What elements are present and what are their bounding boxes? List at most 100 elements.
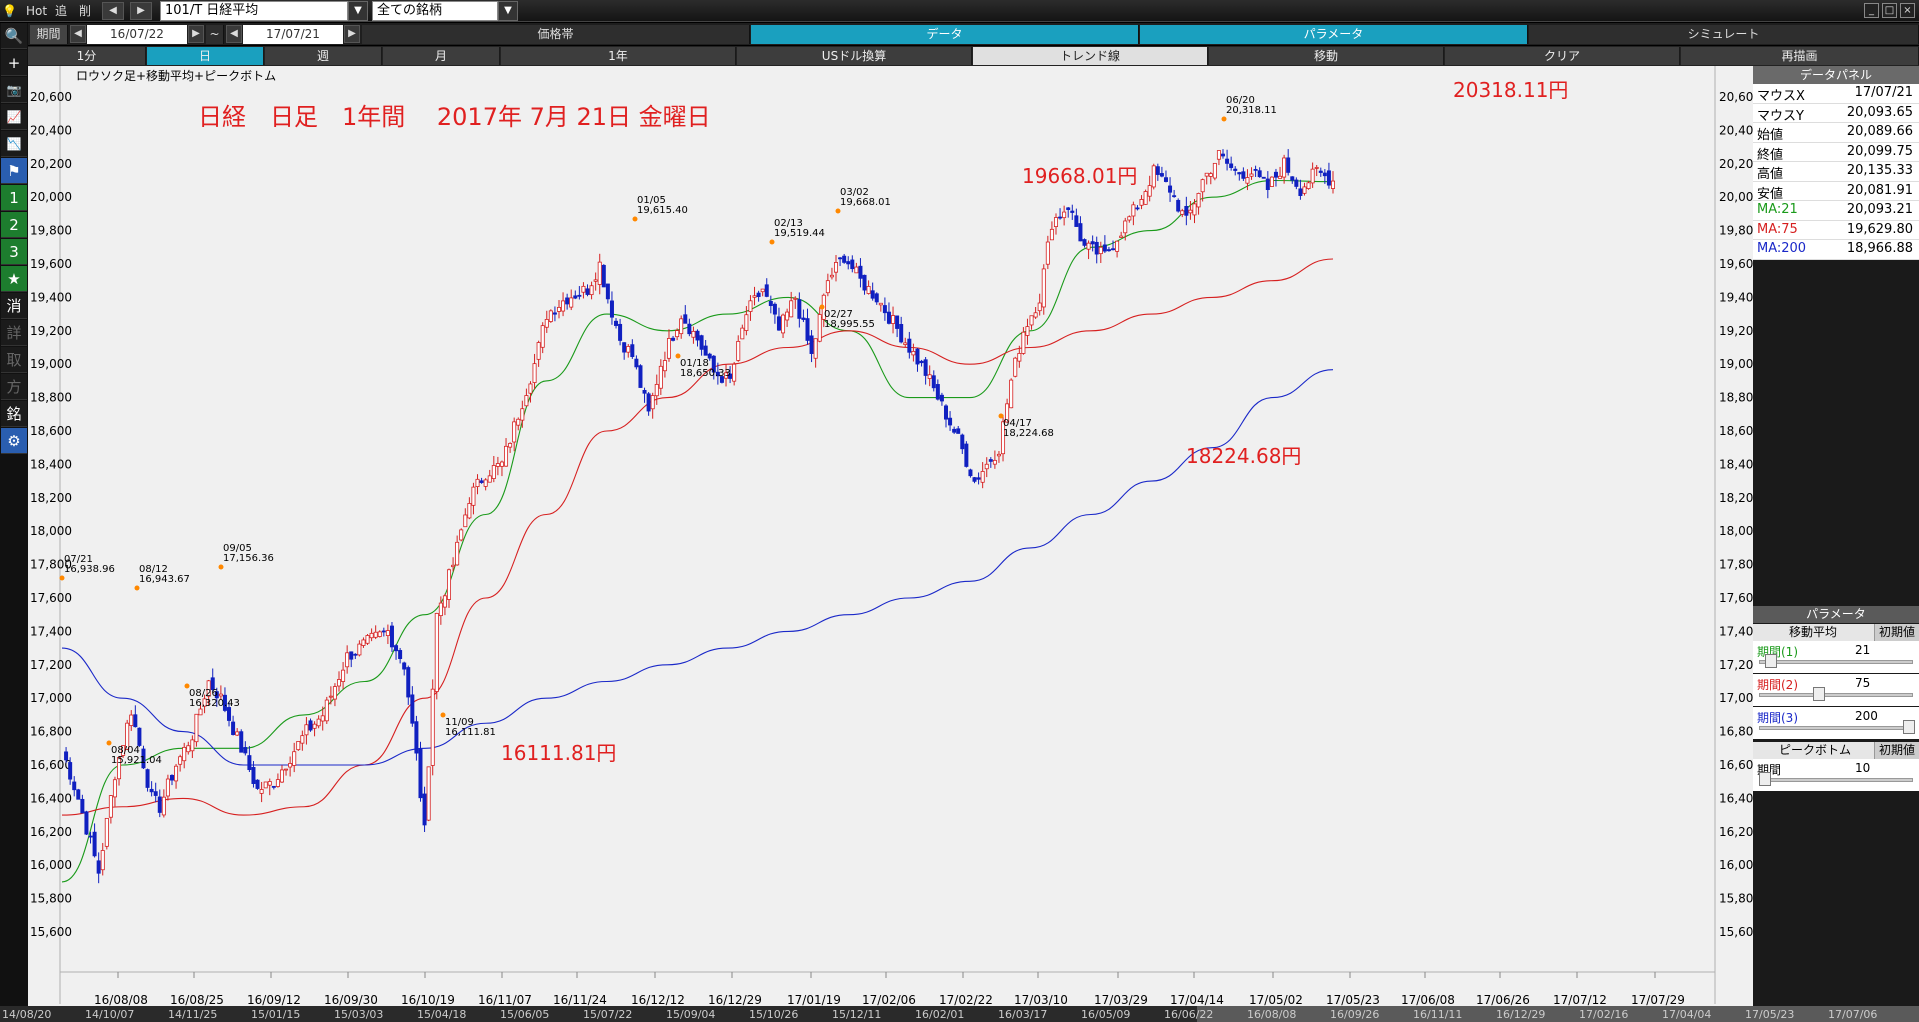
search-icon[interactable]: 🔍 <box>1 23 27 49</box>
candle-down <box>133 714 138 728</box>
tab-data[interactable]: データ <box>751 25 1139 44</box>
candle-down <box>630 344 635 357</box>
candle-up <box>434 613 439 692</box>
candle-down <box>1233 168 1238 171</box>
peak-slider-knob[interactable] <box>1759 772 1771 786</box>
strip-date-label: 16/06/22 <box>1164 1008 1213 1021</box>
trendline-button[interactable]: トレンド線 <box>973 47 1208 65</box>
date-from-next-icon[interactable]: ▶ <box>188 25 204 43</box>
candle-down <box>715 371 720 377</box>
close-icon[interactable]: × <box>1900 3 1915 18</box>
peak-period-value[interactable]: 10 <box>1855 761 1871 775</box>
camera-icon[interactable]: 📷 <box>1 77 27 103</box>
candle-down <box>96 860 101 874</box>
symbol-select[interactable]: 101/T 日経平均 <box>160 1 348 21</box>
candle-down <box>935 384 940 400</box>
usd-convert-button[interactable]: USドル換算 <box>737 47 972 65</box>
candle-down <box>764 284 769 297</box>
candle-up <box>100 850 105 871</box>
ma2-slider[interactable] <box>1759 693 1913 697</box>
candle-down <box>671 337 676 341</box>
ma3-slider-knob[interactable] <box>1903 720 1915 734</box>
candle-down <box>247 755 252 771</box>
candle-up <box>508 443 513 448</box>
ma1-value[interactable]: 21 <box>1855 643 1871 657</box>
prev-symbol-button[interactable]: ◀ <box>102 2 124 20</box>
candle-down <box>1265 178 1270 191</box>
tf-day[interactable]: 日 <box>147 47 264 65</box>
hot-button[interactable]: Hot <box>26 4 48 18</box>
tf-month[interactable]: 月 <box>383 47 500 65</box>
date-to-prev-icon[interactable]: ◀ <box>226 25 242 43</box>
candle-up <box>471 486 476 506</box>
candle-up <box>532 363 537 383</box>
chevron-down-icon[interactable]: ▼ <box>348 1 368 21</box>
slot-3-button[interactable]: 3 <box>1 239 27 265</box>
chevron-down-icon[interactable]: ▼ <box>498 1 518 21</box>
trade-button[interactable]: 取 <box>1 347 27 373</box>
ma1-slider-knob[interactable] <box>1765 654 1777 668</box>
tf-week[interactable]: 週 <box>265 47 382 65</box>
erase-button[interactable]: 消 <box>1 293 27 319</box>
candle-down <box>1261 176 1266 179</box>
chart-area[interactable]: 20,600 20,600 20,400 20,400 20,200 20,200 20,0… <box>28 66 1753 1006</box>
range-1year[interactable]: 1年 <box>501 47 736 65</box>
minimize-icon[interactable]: _ <box>1864 3 1879 18</box>
delete-button[interactable]: 削 <box>79 4 92 18</box>
peak-reset-button[interactable]: 初期値 <box>1873 742 1919 759</box>
x-tick-label: 16/12/12 <box>631 993 685 1006</box>
slot-2-button[interactable]: 2 <box>1 212 27 238</box>
tab-parameters[interactable]: パラメータ <box>1140 25 1528 44</box>
bulb-icon[interactable]: 💡 <box>2 4 17 18</box>
candle-up <box>182 746 187 762</box>
tab-simulate[interactable]: シミュレート <box>1529 25 1919 44</box>
peak-slider[interactable] <box>1759 778 1913 782</box>
ma1-slider[interactable] <box>1759 660 1913 664</box>
candlestick-chart[interactable]: 20,600 20,600 20,400 20,400 20,200 20,200 20,0… <box>28 66 1753 1006</box>
date-to-next-icon[interactable]: ▶ <box>344 25 360 43</box>
date-to-input[interactable]: 17/07/21 <box>243 25 343 44</box>
candle-up <box>1249 173 1254 177</box>
candle-up <box>528 383 533 394</box>
date-from-input[interactable]: 16/07/22 <box>87 25 187 44</box>
y-tick-label-right: 15,800 <box>1719 892 1753 906</box>
candle-up <box>561 300 566 312</box>
redraw-button[interactable]: 再描画 <box>1681 47 1919 65</box>
slot-1-button[interactable]: 1 <box>1 185 27 211</box>
chart-down-icon[interactable]: 📉 <box>1 131 27 157</box>
market-select[interactable]: 全ての銘柄 <box>372 1 498 21</box>
candle-down <box>907 338 912 353</box>
strip-date-label: 16/09/26 <box>1330 1008 1379 1021</box>
gear-icon[interactable]: ⚙ <box>1 428 27 454</box>
candle-up <box>324 699 329 722</box>
candle-down <box>919 360 924 364</box>
ma3-value[interactable]: 200 <box>1855 709 1878 723</box>
date-from-prev-icon[interactable]: ◀ <box>70 25 86 43</box>
flag-icon[interactable]: ⚑ <box>1 158 27 184</box>
reset-button[interactable]: 初期値 <box>1873 624 1919 641</box>
star-icon[interactable]: ★ <box>1 266 27 292</box>
next-symbol-button[interactable]: ▶ <box>130 2 152 20</box>
direction-button[interactable]: 方 <box>1 374 27 400</box>
move-button[interactable]: 移動 <box>1209 47 1444 65</box>
candle-up <box>540 325 545 348</box>
detail-button[interactable]: 詳 <box>1 320 27 346</box>
ma2-value[interactable]: 75 <box>1855 676 1871 690</box>
brand-button[interactable]: 銘 <box>1 401 27 427</box>
candle-down <box>646 393 651 412</box>
candle-down <box>1172 195 1177 198</box>
add-button[interactable]: 追 <box>55 4 68 18</box>
tab-price-band[interactable]: 価格帯 <box>362 25 750 44</box>
data-panel-key: 始値 <box>1757 128 1784 143</box>
maximize-icon[interactable]: □ <box>1882 3 1897 18</box>
ma3-slider[interactable] <box>1759 726 1913 730</box>
period-label: 期間 <box>30 25 68 44</box>
overview-scrollbar[interactable]: 14/08/20 14/10/07 14/11/25 15/01/15 15/03/03… <box>0 1006 1919 1022</box>
crosshair-icon[interactable]: + <box>1 50 27 76</box>
peak-value-label: 20,318.11 <box>1226 105 1277 116</box>
chart-up-icon[interactable]: 📈 <box>1 104 27 130</box>
tf-1min[interactable]: 1分 <box>28 47 146 65</box>
clear-button[interactable]: クリア <box>1445 47 1680 65</box>
candle-up <box>275 779 280 787</box>
ma2-slider-knob[interactable] <box>1813 687 1825 701</box>
